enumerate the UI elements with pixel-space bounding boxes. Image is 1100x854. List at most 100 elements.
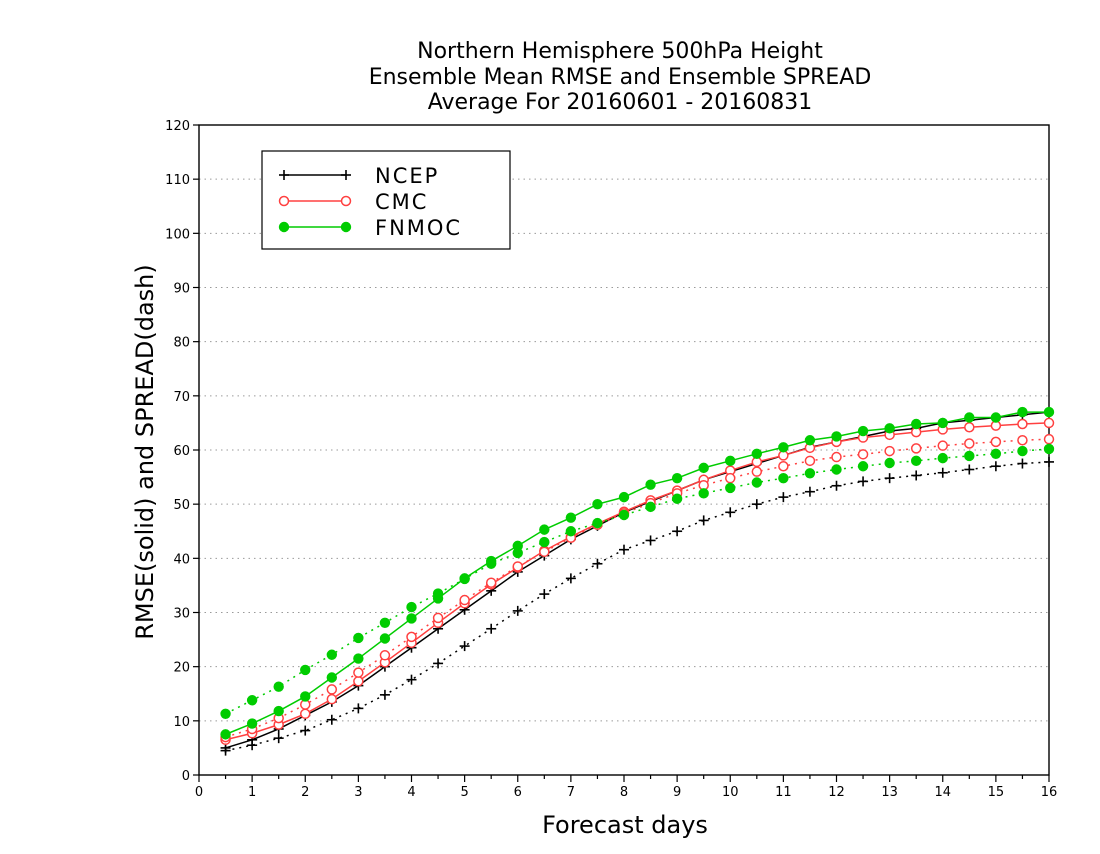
- data-point: [804, 486, 815, 497]
- data-point: [990, 448, 1002, 459]
- data-point: [990, 412, 1002, 423]
- data-point: [884, 473, 895, 484]
- data-point: [671, 472, 683, 484]
- x-tick-label: 12: [828, 785, 845, 800]
- x-tick-label: 11: [775, 785, 792, 800]
- data-point: [247, 740, 258, 751]
- data-point: [751, 466, 763, 477]
- legend-label: NCEP: [375, 164, 439, 188]
- data-point: [964, 464, 975, 475]
- data-point: [910, 455, 922, 467]
- x-tick-label: 0: [195, 785, 203, 800]
- data-point: [857, 461, 869, 472]
- data-point: [778, 461, 789, 472]
- x-tick-label: 13: [881, 785, 898, 800]
- chart-title-line-1: Northern Hemisphere 500hPa Height: [417, 39, 823, 64]
- data-point: [751, 499, 762, 510]
- data-point: [353, 703, 364, 714]
- data-point: [672, 526, 683, 537]
- data-point: [884, 457, 895, 469]
- legend-marker-end: [340, 221, 352, 233]
- data-point: [379, 650, 391, 661]
- data-point: [645, 479, 656, 490]
- data-point: [1044, 456, 1054, 467]
- data-point: [246, 718, 258, 729]
- data-point: [990, 461, 1001, 472]
- x-tick-label: 8: [620, 785, 628, 800]
- data-point: [539, 536, 550, 548]
- data-point: [459, 641, 470, 652]
- data-point: [937, 452, 948, 464]
- data-point: [353, 653, 364, 664]
- data-point: [804, 435, 816, 446]
- series-line: [225, 448, 1050, 715]
- data-point: [964, 422, 975, 433]
- data-point: [857, 425, 869, 437]
- data-point: [911, 470, 922, 481]
- x-tick-label: 7: [567, 785, 575, 800]
- data-point: [300, 725, 311, 736]
- data-point: [300, 708, 311, 720]
- x-tick-label: 14: [934, 785, 951, 800]
- chart-title: Northern Hemisphere 500hPa Height Ensemb…: [369, 39, 872, 115]
- y-tick-label: 10: [173, 715, 190, 730]
- data-point: [725, 507, 736, 518]
- y-tick-label: 110: [165, 173, 190, 188]
- data-point: [565, 526, 577, 537]
- gridlines: [199, 178, 1049, 722]
- data-point: [432, 588, 444, 599]
- data-point: [512, 547, 523, 559]
- data-point: [645, 501, 656, 513]
- data-point: [751, 477, 763, 488]
- data-point: [804, 468, 816, 479]
- data-point: [884, 445, 895, 457]
- data-point: [618, 509, 630, 521]
- data-point: [778, 472, 789, 484]
- data-point: [619, 544, 629, 555]
- data-point: [459, 594, 470, 606]
- data-point: [964, 412, 975, 423]
- data-point: [379, 633, 391, 644]
- data-point: [379, 617, 391, 628]
- data-point: [539, 524, 550, 535]
- data-point: [725, 455, 736, 467]
- legend-marker-start: [278, 221, 290, 233]
- data-point: [565, 573, 576, 584]
- data-point: [220, 708, 231, 719]
- series-ncep-spread: [220, 456, 1054, 756]
- x-tick-label: 3: [354, 785, 362, 800]
- legend-item-ncep: NCEP: [279, 164, 439, 188]
- data-point: [1017, 445, 1028, 457]
- data-point: [273, 705, 284, 717]
- data-point: [698, 488, 709, 499]
- legend-label: CMC: [375, 190, 428, 214]
- data-point: [565, 512, 577, 523]
- series-group: [220, 406, 1055, 756]
- data-point: [778, 442, 789, 453]
- data-point: [326, 649, 338, 660]
- x-tick-label: 4: [407, 785, 415, 800]
- data-point: [220, 745, 231, 756]
- data-point: [1017, 418, 1028, 430]
- data-point: [858, 476, 869, 487]
- y-tick-label: 30: [173, 607, 190, 622]
- data-point: [592, 558, 603, 569]
- data-point: [273, 733, 284, 744]
- data-point: [485, 577, 497, 588]
- data-point: [300, 691, 311, 702]
- data-point: [698, 462, 709, 474]
- data-point: [831, 451, 842, 463]
- x-tick-label: 16: [1041, 785, 1058, 800]
- data-point: [486, 623, 497, 634]
- x-tick-label: 10: [722, 785, 739, 800]
- data-point: [964, 450, 975, 462]
- data-point: [937, 467, 948, 478]
- y-tick-label: 50: [173, 498, 190, 513]
- legend-marker-end: [341, 170, 351, 180]
- data-point: [485, 558, 497, 569]
- data-point: [512, 561, 523, 572]
- data-point: [406, 613, 417, 624]
- data-point: [725, 472, 736, 484]
